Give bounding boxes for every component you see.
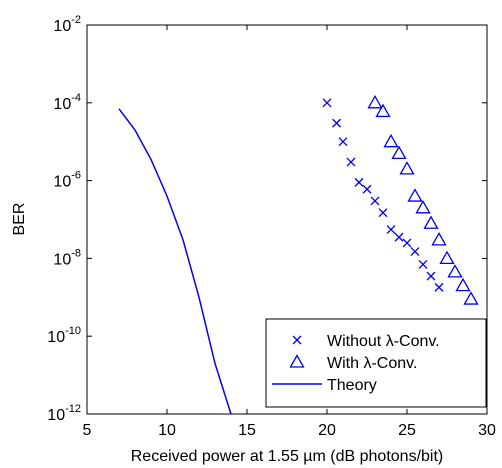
- x-tick-label: 20: [318, 422, 336, 439]
- with-conv-point: [431, 232, 447, 246]
- without-conv-point: [426, 271, 436, 281]
- x-tick-label: 5: [83, 422, 92, 439]
- legend-label: With λ-Conv.: [327, 355, 417, 372]
- without-conv-point: [410, 247, 420, 257]
- theory-curve: [118, 108, 232, 415]
- without-conv-point: [394, 232, 404, 242]
- legend-items: Without λ-Conv. With λ-Conv. Theory: [272, 333, 440, 394]
- with-conv-point: [391, 145, 407, 160]
- with-conv-point: [463, 291, 479, 305]
- y-tick-label: 10-4: [53, 92, 81, 113]
- without-conv-point: [338, 137, 348, 147]
- without-conv-point: [434, 282, 444, 292]
- with-conv-point: [383, 133, 399, 148]
- legend: Without λ-Conv. With λ-Conv. Theory: [265, 318, 487, 408]
- without-conv-point: [378, 208, 388, 218]
- without-conv-point: [332, 118, 342, 128]
- with-conv-point: [439, 250, 455, 265]
- without-conv-point: [402, 238, 412, 248]
- x-tick-label: 30: [478, 422, 496, 439]
- y-tick-label: 10-8: [53, 247, 81, 268]
- y-tick-labels: 10-2 10-4 10-6 10-8 10-10 10-12: [47, 14, 81, 424]
- legend-label: Without λ-Conv.: [327, 333, 440, 350]
- x-tick-label: 15: [238, 422, 256, 439]
- with-conv-point: [415, 199, 431, 214]
- with-conv-point: [423, 215, 439, 229]
- x-tick-labels: 5 10 15 20 25 30: [83, 422, 496, 439]
- with-conv-point: [375, 103, 391, 118]
- axis-ticks: [86, 24, 488, 415]
- without-conv-point: [370, 196, 380, 206]
- with-conv-point: [407, 188, 423, 202]
- y-tick-label: 10-2: [53, 14, 81, 35]
- x-tick-label: 10: [158, 422, 176, 439]
- with-conv-point: [399, 161, 415, 175]
- without-conv-point: [418, 259, 428, 269]
- y-tick-label: 10-10: [47, 325, 81, 346]
- with-conv-point: [367, 94, 383, 109]
- with-conv-point: [447, 264, 463, 278]
- y-tick-label: 10-6: [53, 170, 81, 191]
- without-conv-point: [346, 157, 356, 167]
- x-tick-label: 25: [398, 422, 416, 439]
- without-conv-point: [354, 177, 364, 187]
- x-axis-title: Received power at 1.55 µm (dB photons/bi…: [131, 448, 444, 465]
- without-conv-point: [386, 225, 396, 235]
- legend-label: Theory: [327, 377, 377, 394]
- data-marks: [118, 94, 479, 415]
- legend-triangle-marker: [289, 354, 305, 368]
- legend-x-marker: [292, 335, 302, 345]
- with-conv-point: [455, 277, 471, 292]
- y-tick-label: 10-12: [47, 403, 81, 424]
- without-conv-point: [322, 98, 332, 108]
- y-axis-title: BER: [11, 203, 28, 236]
- without-conv-point: [362, 184, 372, 194]
- legend-box: [265, 318, 487, 408]
